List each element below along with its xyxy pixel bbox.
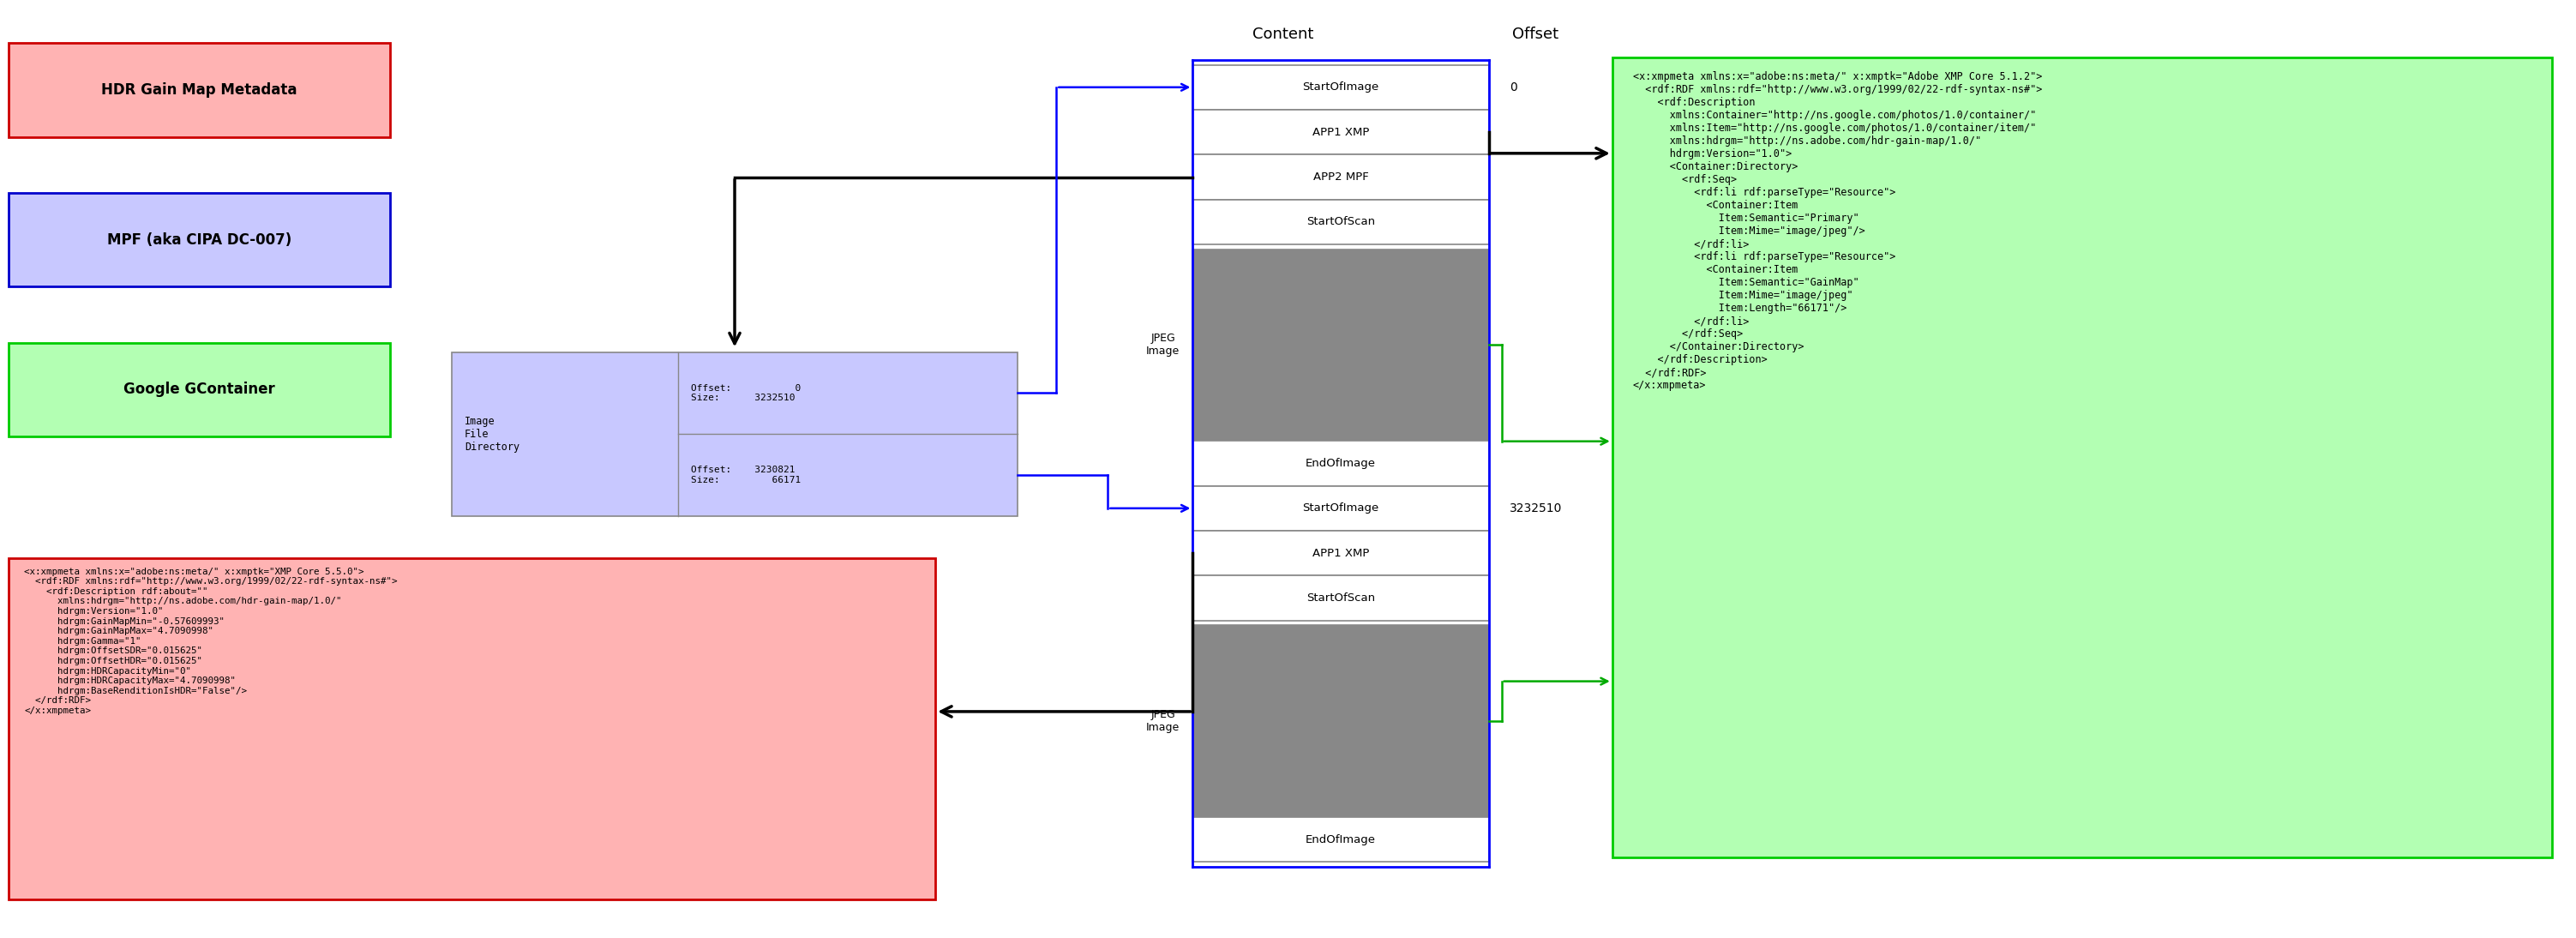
Bar bbox=[1193, 65, 1489, 110]
Bar bbox=[8, 193, 389, 286]
Text: 0: 0 bbox=[1510, 82, 1517, 93]
Bar bbox=[1193, 110, 1489, 155]
Bar bbox=[8, 43, 389, 137]
Text: APP1 XMP: APP1 XMP bbox=[1311, 127, 1370, 138]
Bar bbox=[1193, 576, 1489, 621]
Bar bbox=[1193, 200, 1489, 245]
Text: APP2 MPF: APP2 MPF bbox=[1314, 172, 1368, 183]
Text: HDR Gain Map Metadata: HDR Gain Map Metadata bbox=[100, 83, 296, 98]
Bar bbox=[1193, 626, 1489, 817]
Bar bbox=[1193, 486, 1489, 531]
Text: StartOfScan: StartOfScan bbox=[1306, 217, 1376, 228]
Text: Content: Content bbox=[1252, 26, 1314, 41]
Text: <x:xmpmeta xmlns:x="adobe:ns:meta/" x:xmptk="XMP Core 5.5.0">
  <rdf:RDF xmlns:r: <x:xmpmeta xmlns:x="adobe:ns:meta/" x:xm… bbox=[23, 567, 397, 715]
Bar bbox=[1193, 531, 1489, 576]
Text: Google GContainer: Google GContainer bbox=[124, 382, 276, 397]
Text: StartOfImage: StartOfImage bbox=[1303, 503, 1378, 514]
Bar bbox=[1193, 817, 1489, 862]
Text: JPEG
Image: JPEG Image bbox=[1146, 709, 1180, 734]
Text: <x:xmpmeta xmlns:x="adobe:ns:meta/" x:xmptk="Adobe XMP Core 5.1.2">
  <rdf:RDF x: <x:xmpmeta xmlns:x="adobe:ns:meta/" x:xm… bbox=[1633, 71, 2043, 391]
Bar bbox=[1613, 57, 2553, 857]
Text: Image
File
Directory: Image File Directory bbox=[464, 416, 520, 452]
Bar bbox=[8, 342, 389, 436]
Text: StartOfImage: StartOfImage bbox=[1303, 82, 1378, 93]
Bar bbox=[1193, 441, 1489, 486]
Text: EndOfImage: EndOfImage bbox=[1306, 834, 1376, 845]
Text: Offset: Offset bbox=[1512, 26, 1558, 41]
Text: APP1 XMP: APP1 XMP bbox=[1311, 548, 1370, 559]
Text: JPEG
Image: JPEG Image bbox=[1146, 333, 1180, 357]
Text: Offset:    3230821
Size:         66171: Offset: 3230821 Size: 66171 bbox=[690, 465, 801, 484]
Bar bbox=[8, 558, 935, 900]
Text: 3232510: 3232510 bbox=[1510, 502, 1561, 514]
Text: Offset:           0
Size:      3232510: Offset: 0 Size: 3232510 bbox=[690, 384, 801, 402]
Text: StartOfScan: StartOfScan bbox=[1306, 593, 1376, 604]
Bar bbox=[451, 352, 1018, 516]
Text: EndOfImage: EndOfImage bbox=[1306, 458, 1376, 469]
Bar bbox=[1193, 250, 1489, 441]
Bar bbox=[1193, 155, 1489, 200]
Text: MPF (aka CIPA DC-007): MPF (aka CIPA DC-007) bbox=[108, 232, 291, 248]
